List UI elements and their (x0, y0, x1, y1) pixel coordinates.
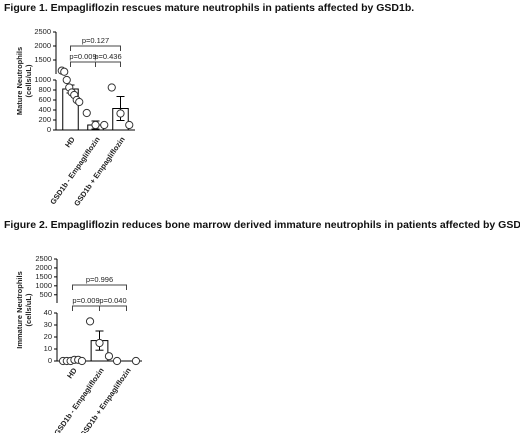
data-point (62, 75, 71, 85)
data-point (95, 338, 104, 348)
significance-bracket (72, 284, 127, 290)
y-tick-label: 1500 (34, 55, 51, 64)
y-tick-label: 1000 (35, 281, 52, 290)
y-tick-label: 2500 (35, 254, 52, 263)
y-tick-label: 1500 (35, 272, 52, 281)
figure-title: Figure 2. Empagliflozin reduces bone mar… (4, 219, 520, 231)
data-point (116, 109, 125, 118)
y-tick-label: 2500 (34, 27, 51, 36)
data-point (125, 120, 134, 130)
data-point (60, 67, 69, 76)
y-tick-label: 2000 (35, 263, 52, 272)
data-point (107, 83, 116, 92)
data-point (100, 120, 109, 130)
y-axis-label: Immature Neutrophils (15, 271, 24, 349)
data-point (75, 97, 84, 107)
y-tick-label: 0 (48, 356, 52, 365)
significance-bracket (70, 45, 121, 51)
y-tick-label: 20 (44, 332, 52, 341)
y-tick-label: 30 (44, 320, 52, 329)
data-point (104, 352, 114, 361)
data-point (112, 356, 122, 366)
data-point (82, 108, 91, 118)
y-tick-label: 40 (44, 308, 52, 317)
significance-bracket (95, 61, 121, 67)
y-tick-label: 2000 (34, 41, 51, 50)
p-value: p=0.009 (72, 296, 99, 305)
data-point (85, 317, 95, 326)
significance-bracket (99, 305, 127, 311)
p-value: p=0.009 (69, 52, 96, 61)
y-tick-label: 1000 (34, 75, 51, 84)
figure-title: Figure 1. Empagliflozin rescues mature n… (4, 2, 414, 14)
y-tick-label: 600 (38, 95, 51, 104)
y-axis-label: (cells/uL) (24, 64, 33, 97)
data-point (131, 356, 141, 366)
y-axis-label: (cells/uL) (24, 293, 33, 326)
y-tick-label: 200 (38, 115, 51, 124)
data-point (77, 356, 87, 366)
y-tick-label: 10 (44, 344, 52, 353)
p-value: p=0.996 (86, 275, 113, 284)
y-tick-label: 500 (39, 290, 52, 299)
y-axis-label: Mature Neutrophils (15, 47, 24, 115)
y-tick-label: 400 (38, 105, 51, 114)
y-tick-label: 0 (47, 125, 51, 134)
y-tick-label: 800 (38, 85, 51, 94)
p-value: p=0.040 (99, 296, 126, 305)
p-value: p=0.127 (82, 36, 109, 45)
p-value: p=0.436 (94, 52, 121, 61)
data-point (91, 120, 100, 130)
